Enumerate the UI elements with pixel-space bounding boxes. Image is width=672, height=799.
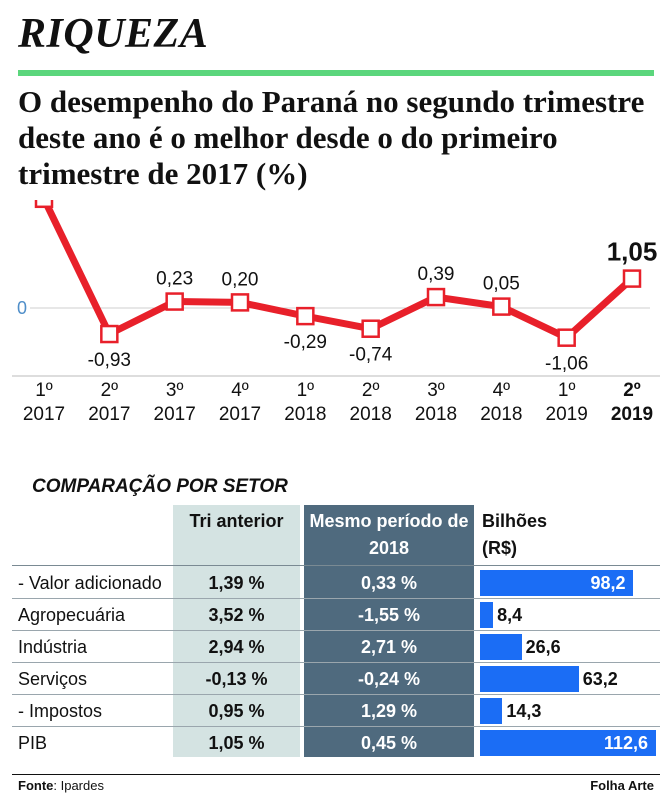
data-label: 0,05	[483, 274, 520, 295]
x-tick-label-quarter: 2º	[362, 380, 380, 401]
bilhoes-bar	[480, 570, 634, 596]
bilhoes-bar	[480, 602, 494, 628]
data-point	[426, 287, 446, 307]
x-tick-label-quarter: 2º	[623, 380, 641, 401]
data-point	[34, 200, 54, 209]
x-tick-label-year: 2017	[154, 404, 196, 425]
source-note: Fonte: Ipardes	[18, 778, 104, 793]
bilhoes-bar	[480, 730, 656, 756]
data-label: -1,06	[545, 354, 588, 375]
bilhoes-value: 112,6	[603, 733, 648, 753]
row-label: Indústria	[18, 637, 88, 657]
x-tick-label-year: 2018	[415, 404, 457, 425]
line-chart: 03,901º2017-0,932º20170,233º20170,204º20…	[12, 200, 660, 425]
row-mesmo-periodo: 0,45 %	[360, 733, 418, 753]
bilhoes-value: 8,4	[497, 605, 523, 625]
table-top-rule	[12, 565, 660, 566]
x-tick-label-year: 2019	[546, 404, 588, 425]
x-tick-label-quarter: 4º	[231, 380, 249, 401]
row-divider	[12, 662, 660, 663]
row-mesmo-periodo: 2,71 %	[360, 637, 418, 657]
bilhoes-value: 98,2	[590, 573, 626, 593]
title-rule	[18, 70, 654, 76]
row-divider	[12, 598, 660, 599]
header-bilhoes: Bilhões (R$)	[482, 511, 548, 558]
x-tick-label-year: 2018	[480, 404, 522, 425]
x-tick-label-quarter: 1º	[297, 380, 315, 401]
data-point	[361, 319, 380, 338]
row-divider	[12, 630, 660, 631]
x-tick-label-year: 2017	[219, 404, 261, 425]
data-label: 0,23	[156, 269, 193, 290]
x-tick-label-quarter: 1º	[558, 380, 576, 401]
x-tick-label-year: 2018	[284, 404, 326, 425]
bilhoes-bar	[480, 634, 522, 660]
row-tri-anterior: 1,39 %	[208, 573, 265, 593]
credit: Folha Arte	[590, 778, 654, 793]
row-mesmo-periodo: -1,55 %	[357, 605, 421, 625]
footer-rule	[12, 774, 660, 775]
source-value: : Ipardes	[53, 778, 104, 793]
row-label: PIB	[18, 733, 48, 753]
row-tri-anterior: -0,13 %	[205, 669, 268, 689]
data-label: -0,93	[88, 350, 131, 371]
zero-tick-label: 0	[17, 298, 27, 318]
data-point	[230, 293, 250, 312]
row-label: - Valor adicionado	[18, 573, 162, 593]
data-point	[492, 297, 511, 316]
x-tick-label-quarter: 3º	[427, 380, 445, 401]
row-label: - Impostos	[18, 701, 103, 721]
data-point	[557, 328, 576, 347]
section-title: COMPARAÇÃO POR SETOR	[32, 476, 288, 497]
source-label: Fonte	[18, 778, 54, 793]
bilhoes-bar	[480, 698, 503, 724]
header-mesmo-periodo: Mesmo período de 2018	[309, 511, 469, 558]
page-title: RIQUEZA	[18, 11, 209, 57]
series-line	[40, 200, 635, 342]
data-label: 1,05	[607, 237, 658, 267]
data-label: -0,74	[349, 345, 393, 366]
row-divider	[12, 726, 660, 727]
data-label: -0,29	[284, 332, 327, 353]
row-divider	[12, 694, 660, 695]
bilhoes-value: 63,2	[582, 669, 618, 689]
x-tick-label-year: 2019	[611, 404, 653, 425]
x-tick-label-quarter: 4º	[493, 380, 511, 401]
row-label: Agropecuária	[18, 605, 126, 625]
x-tick-label-year: 2018	[350, 404, 392, 425]
data-point	[622, 269, 642, 288]
row-tri-anterior: 1,05 %	[208, 733, 265, 753]
x-tick-label-quarter: 3º	[166, 380, 184, 401]
x-tick-label-year: 2017	[23, 404, 65, 425]
row-label: Serviços	[18, 669, 88, 689]
bilhoes-value: 26,6	[525, 637, 561, 657]
row-tri-anterior: 2,94 %	[208, 637, 265, 657]
row-tri-anterior: 0,95 %	[208, 701, 265, 721]
column-bg-tri-anterior	[173, 505, 300, 757]
column-bg-mesmo-periodo	[304, 505, 474, 757]
x-tick-label-quarter: 2º	[101, 380, 119, 401]
header-tri-anterior: Tri anterior	[189, 511, 284, 531]
data-point	[100, 324, 119, 344]
bilhoes-value: 14,3	[506, 701, 542, 721]
chart-subtitle: O desempenho do Paraná no segundo trimes…	[18, 84, 645, 191]
data-point	[296, 306, 315, 326]
row-mesmo-periodo: -0,24 %	[357, 669, 421, 689]
bilhoes-bar	[480, 666, 579, 692]
data-point	[165, 292, 184, 311]
row-tri-anterior: 3,52 %	[208, 605, 265, 625]
data-label: 0,20	[222, 269, 259, 290]
row-mesmo-periodo: 0,33 %	[360, 573, 418, 593]
x-tick-label-quarter: 1º	[35, 380, 53, 401]
data-label: 0,39	[418, 264, 455, 285]
x-tick-label-year: 2017	[88, 404, 130, 425]
row-mesmo-periodo: 1,29 %	[360, 701, 418, 721]
